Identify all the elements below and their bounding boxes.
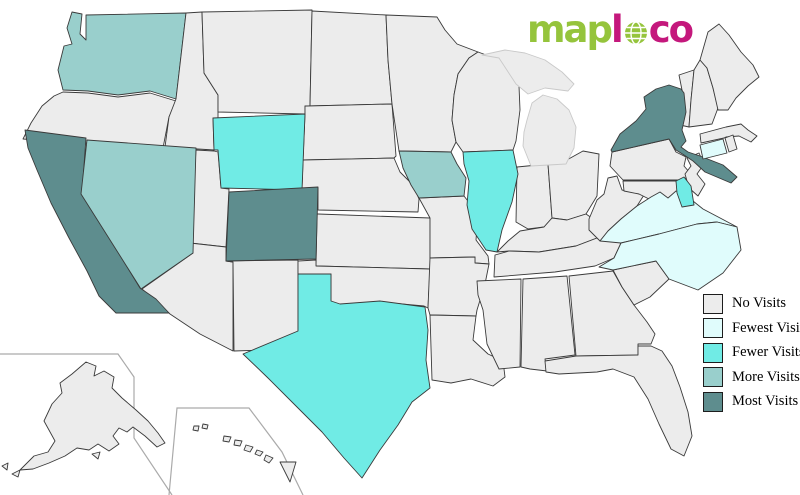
state-north-dakota [309,10,393,107]
state-connecticut [699,138,728,160]
state-nebraska [301,157,420,213]
state-illinois [462,149,519,253]
logo-text-map: map [527,7,613,51]
state-south-dakota [302,103,397,161]
state-montana [201,9,313,115]
legend-swatch-no-visits [703,293,723,314]
state-hawaii [192,423,297,483]
state-louisiana [429,314,506,387]
state-michigan-lower [522,94,577,167]
state-delaware [675,176,695,208]
legend-swatch-more-visits [703,367,723,387]
visits-legend: No Visits Fewest Visits Fewer Visits Mor… [703,293,800,417]
legend-swatch-most-visits [703,391,723,412]
state-colorado [225,186,319,262]
legend-swatch-fewer-visits [703,342,723,363]
logo-text-l: l [611,7,624,51]
state-alabama [520,275,576,372]
state-indiana [515,163,553,230]
maploco-logo: map l co [527,6,694,54]
legend-label-most-visits: Most Visits [732,393,799,409]
legend-row-most-visits: Most Visits [703,391,800,412]
state-iowa [398,150,467,199]
states-group [1,9,760,483]
globe-icon [624,11,648,54]
state-michigan-group [481,49,577,167]
state-florida [544,345,693,457]
legend-row-fewest-visits: Fewest Visits [703,318,800,338]
legend-row-more-visits: More Visits [703,367,800,387]
legend-label-fewest-visits: Fewest Visits [732,319,800,336]
logo-text-co: co [648,7,694,51]
state-kansas [315,213,431,270]
state-pennsylvania [609,138,691,181]
state-texas [242,273,431,479]
legend-swatch-fewest-visits [703,318,723,338]
legend-label-fewer-visits: Fewer Visits [732,344,800,360]
state-maine [699,23,760,111]
state-michigan-upper [481,49,575,95]
state-rhode-island [724,134,738,153]
state-nevada [80,139,197,290]
state-alaska-islands [1,451,101,478]
state-north-carolina [598,221,742,291]
state-mississippi [476,278,522,370]
state-alaska [19,361,166,471]
legend-label-more-visits: More Visits [732,368,800,385]
legend-row-no-visits: No Visits [703,293,800,314]
legend-row-fewer-visits: Fewer Visits [703,342,800,363]
state-oregon [22,91,177,149]
state-wyoming [212,113,306,191]
state-washington [57,11,187,100]
alaska-inset-border [0,353,173,495]
legend-label-no-visits: No Visits [732,295,787,311]
hawaii-inset-border [168,407,304,495]
state-massachusetts [699,123,758,144]
